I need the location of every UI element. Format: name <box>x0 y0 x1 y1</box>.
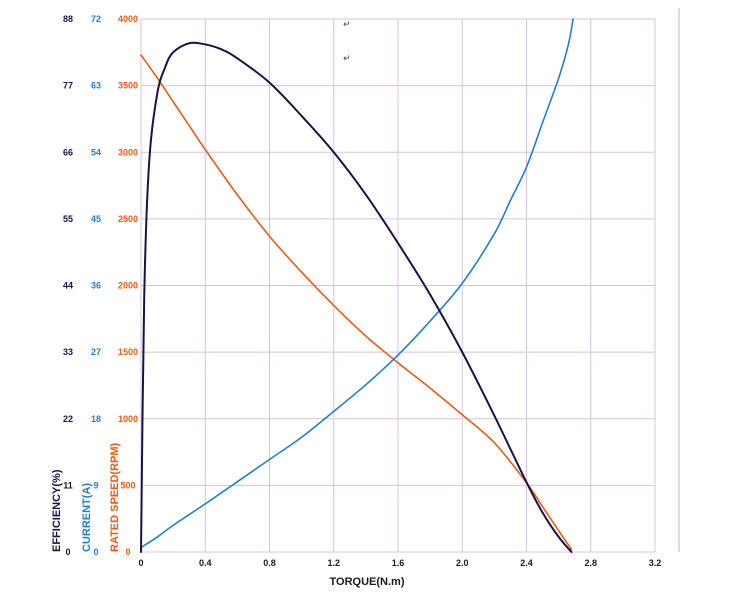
efficiency-tick-label: 0 <box>65 547 70 557</box>
return-mark-1: ↵ <box>343 20 351 30</box>
speed-axis-title: RATED SPEED(RPM) <box>109 442 121 552</box>
current-tick-label: 9 <box>93 480 98 490</box>
y-tick-labels: 0 11 22 33 44 55 66 77 88 0 9 18 27 36 45 54 63 72 0 500 100… <box>63 14 138 557</box>
efficiency-series-line <box>140 41 573 553</box>
efficiency-tick-label: 44 <box>63 281 73 291</box>
current-tick-label: 63 <box>91 81 101 91</box>
speed-tick-label: 2000 <box>118 281 138 291</box>
x-tick-label: 1.2 <box>327 558 340 568</box>
speed-tick-label: 2500 <box>118 214 138 224</box>
series-lines <box>140 18 574 553</box>
speed-tick-label: 3500 <box>118 81 138 91</box>
current-tick-label: 36 <box>91 281 101 291</box>
current-tick-label: 0 <box>93 547 98 557</box>
x-tick-label: 0.8 <box>263 558 276 568</box>
grid <box>140 18 656 553</box>
x-tick-label: 3.2 <box>649 558 662 568</box>
current-tick-label: 27 <box>91 347 101 357</box>
x-tick-label: 2.4 <box>520 558 533 568</box>
speed-tick-label: 0 <box>125 547 130 557</box>
speed-tick-label: 4000 <box>118 14 138 24</box>
x-tick-label: 2.0 <box>456 558 469 568</box>
speed-tick-label: 1500 <box>118 347 138 357</box>
efficiency-tick-label: 33 <box>63 347 73 357</box>
current-tick-label: 18 <box>91 414 101 424</box>
efficiency-tick-label: 11 <box>63 480 73 490</box>
x-tick-label: 2.8 <box>584 558 597 568</box>
efficiency-tick-label: 22 <box>63 414 73 424</box>
current-tick-label: 72 <box>91 14 101 24</box>
return-mark-2: ↵ <box>343 54 351 64</box>
x-tick-label: 0 <box>138 558 143 568</box>
efficiency-tick-label: 77 <box>63 81 73 91</box>
current-series-line <box>140 18 574 549</box>
speed-tick-label: 3000 <box>118 147 138 157</box>
x-tick-label: 1.6 <box>392 558 405 568</box>
current-tick-label: 45 <box>91 214 101 224</box>
speed-tick-label: 500 <box>120 480 135 490</box>
current-axis-title: CURRENT(A) <box>81 483 93 552</box>
x-tick-label: 0.4 <box>199 558 212 568</box>
efficiency-axis-title: EFFICIENCY(%) <box>51 469 63 552</box>
speed-tick-label: 1000 <box>118 414 138 424</box>
efficiency-tick-label: 88 <box>63 14 73 24</box>
x-axis-title: TORQUE(N.m) <box>330 576 405 588</box>
x-tick-labels: 0 0.4 0.8 1.2 1.6 2.0 2.4 2.8 3.2 <box>138 558 661 568</box>
efficiency-tick-label: 66 <box>63 147 73 157</box>
current-tick-label: 54 <box>91 147 101 157</box>
efficiency-tick-label: 55 <box>63 214 73 224</box>
